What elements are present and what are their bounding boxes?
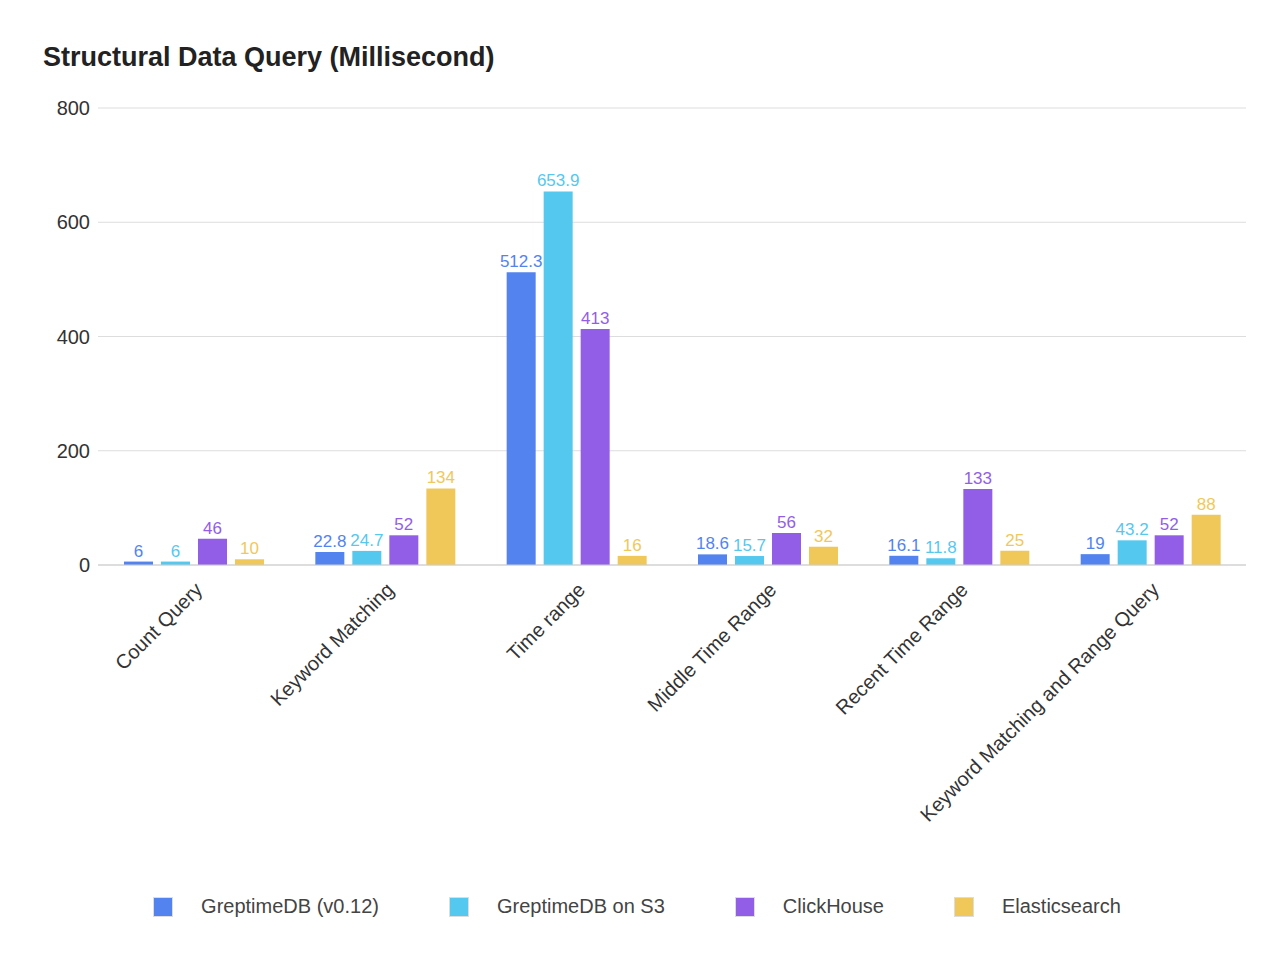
svg-text:Keyword Matching: Keyword Matching bbox=[266, 578, 398, 710]
svg-text:56: 56 bbox=[777, 513, 796, 532]
svg-text:Keyword Matching and Range Que: Keyword Matching and Range Query bbox=[916, 578, 1163, 825]
svg-text:52: 52 bbox=[1160, 515, 1179, 534]
svg-text:133: 133 bbox=[964, 469, 992, 488]
svg-text:16.1: 16.1 bbox=[887, 536, 920, 555]
svg-text:653.9: 653.9 bbox=[537, 171, 580, 190]
svg-text:46: 46 bbox=[203, 519, 222, 538]
svg-text:600: 600 bbox=[57, 211, 90, 233]
svg-text:43.2: 43.2 bbox=[1116, 520, 1149, 539]
svg-text:11.8: 11.8 bbox=[925, 538, 957, 557]
svg-text:10: 10 bbox=[240, 539, 259, 558]
svg-text:24.7: 24.7 bbox=[350, 531, 383, 550]
svg-text:512.3: 512.3 bbox=[500, 252, 543, 271]
html-text:GreptimeDB (v0.12): GreptimeDB (v0.12) bbox=[201, 895, 379, 917]
html-text:Structural Data Query (Millise: Structural Data Query (Millisecond) bbox=[43, 42, 495, 72]
html-text:GreptimeDB on S3: GreptimeDB on S3 bbox=[496, 895, 665, 917]
svg-text:413: 413 bbox=[581, 309, 609, 328]
svg-text:6: 6 bbox=[171, 542, 180, 561]
svg-text:19: 19 bbox=[1086, 534, 1105, 553]
html-text:Elasticsearch: Elasticsearch bbox=[1002, 895, 1121, 917]
svg-text:6: 6 bbox=[134, 542, 143, 561]
svg-text:16: 16 bbox=[623, 536, 642, 555]
svg-text:15.7: 15.7 bbox=[733, 536, 766, 555]
svg-text:32: 32 bbox=[814, 527, 833, 546]
svg-text:22.8: 22.8 bbox=[313, 532, 346, 551]
svg-text:200: 200 bbox=[57, 440, 90, 462]
svg-text:52: 52 bbox=[394, 515, 413, 534]
svg-text:134: 134 bbox=[427, 468, 455, 487]
svg-text:0: 0 bbox=[79, 554, 90, 576]
svg-text:25: 25 bbox=[1005, 531, 1024, 550]
svg-text:Middle Time Range: Middle Time Range bbox=[643, 578, 780, 715]
svg-text:18.6: 18.6 bbox=[696, 534, 729, 553]
svg-text:Count Query: Count Query bbox=[111, 578, 207, 674]
svg-text:88: 88 bbox=[1197, 495, 1216, 514]
html-text:ClickHouse: ClickHouse bbox=[782, 895, 884, 917]
svg-text:Recent Time Range: Recent Time Range bbox=[831, 578, 972, 719]
svg-text:400: 400 bbox=[57, 326, 90, 348]
svg-text:Time range: Time range bbox=[503, 578, 590, 665]
svg-text:800: 800 bbox=[57, 97, 90, 119]
